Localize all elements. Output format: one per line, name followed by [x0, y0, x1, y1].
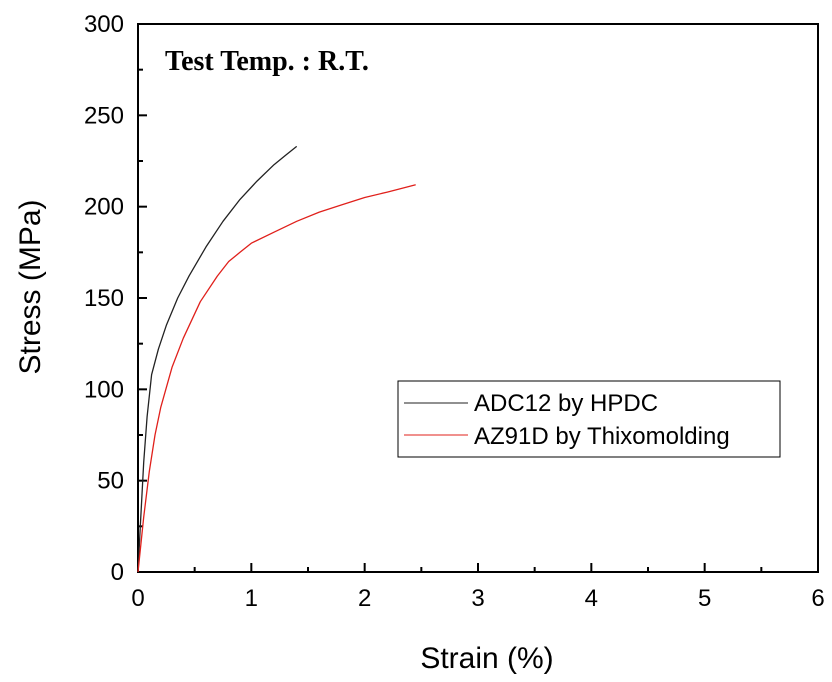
x-tick-label: 6	[811, 585, 824, 612]
legend-label-adc12: ADC12 by HPDC	[474, 390, 658, 417]
y-tick-label: 100	[84, 376, 124, 403]
x-tick-label: 0	[131, 585, 144, 612]
annotation-text: Test Temp. : R.T.	[165, 46, 369, 77]
series-line-az91d-by-thixomolding	[137, 184, 416, 573]
y-tick-label: 300	[84, 11, 124, 38]
y-tick-label: 50	[97, 468, 124, 495]
plot-frame	[137, 23, 819, 573]
legend-box	[397, 380, 781, 458]
x-tick-label: 1	[245, 585, 258, 612]
legend: ADC12 by HPDC AZ91D by Thixomolding	[397, 380, 781, 458]
y-tick-label: 0	[111, 559, 124, 586]
series-line-adc12-by-hpdc	[137, 145, 298, 573]
x-tick-label: 3	[471, 585, 484, 612]
x-tick-label: 2	[358, 585, 371, 612]
x-axis-title: Strain (%)	[420, 642, 553, 675]
y-tick-label: 250	[84, 102, 124, 129]
legend-label-az91d: AZ91D by Thixomolding	[474, 423, 730, 450]
x-tick-label: 4	[585, 585, 598, 612]
y-tick-label: 200	[84, 194, 124, 221]
y-axis-title: Stress (MPa)	[14, 199, 47, 374]
axis-ticks: 0 1 2 3 4 5 6 0 50 100 150 200 250 300	[84, 11, 825, 612]
y-tick-label: 150	[84, 285, 124, 312]
series-group	[137, 145, 416, 573]
x-tick-label: 5	[698, 585, 711, 612]
